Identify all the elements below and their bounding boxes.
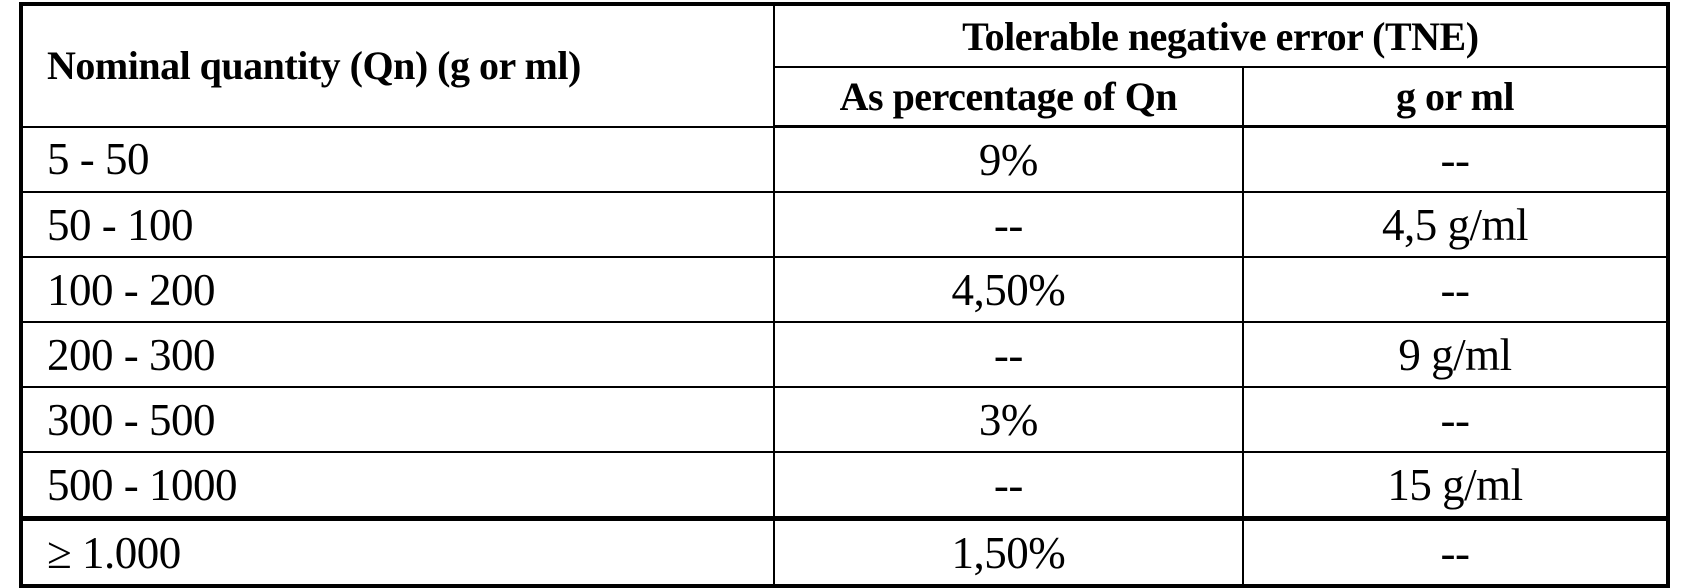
cell-g-or-ml: --	[1242, 256, 1669, 323]
cell-g-or-ml: 4,5 g/ml	[1242, 191, 1669, 258]
col-header-percentage: As percentage of Qn	[772, 66, 1245, 128]
cell-percentage: --	[772, 321, 1245, 388]
cell-g-or-ml: 15 g/ml	[1242, 451, 1669, 520]
cell-percentage: 4,50%	[772, 256, 1245, 323]
table-row: 200 - 300 -- 9 g/ml	[20, 321, 1669, 388]
col-header-tne: Tolerable negative error (TNE)	[772, 3, 1670, 68]
cell-qn-range: 100 - 200	[20, 256, 775, 323]
cell-g-or-ml: --	[1242, 125, 1669, 193]
table-row: 50 - 100 -- 4,5 g/ml	[20, 191, 1669, 258]
table-row: 300 - 500 3% --	[20, 386, 1669, 453]
cell-qn-range: 5 - 50	[20, 125, 775, 193]
cell-qn-range: 500 - 1000	[20, 451, 775, 520]
header-row-sub: As percentage of Qn g or ml	[21, 66, 1669, 128]
cell-g-or-ml: --	[1242, 386, 1669, 453]
cell-percentage: --	[772, 191, 1245, 258]
table-row: 100 - 200 4,50% --	[20, 256, 1669, 323]
cell-percentage: 3%	[772, 386, 1245, 453]
cell-g-or-ml: 9 g/ml	[1242, 321, 1669, 388]
cell-qn-range: ≥ 1.000	[20, 516, 775, 587]
tne-table: Nominal quantity (Qn) (g or ml) Tolerabl…	[19, 2, 1670, 588]
header-row-top: Nominal quantity (Qn) (g or ml) Tolerabl…	[20, 3, 1670, 128]
col-header-g-or-ml: g or ml	[1242, 66, 1669, 128]
table-row: 5 - 50 9% --	[20, 125, 1669, 193]
table-row: ≥ 1.000 1,50% --	[20, 516, 1669, 587]
cell-percentage: 1,50%	[772, 516, 1245, 587]
cell-percentage: 9%	[772, 125, 1245, 193]
cell-percentage: --	[772, 451, 1245, 520]
cell-qn-range: 200 - 300	[20, 321, 775, 388]
table-row: 500 - 1000 -- 15 g/ml	[20, 451, 1669, 520]
cell-qn-range: 50 - 100	[20, 191, 775, 258]
cell-g-or-ml: --	[1242, 516, 1669, 587]
cell-qn-range: 300 - 500	[20, 386, 775, 453]
col-header-nominal-quantity: Nominal quantity (Qn) (g or ml)	[20, 3, 775, 128]
